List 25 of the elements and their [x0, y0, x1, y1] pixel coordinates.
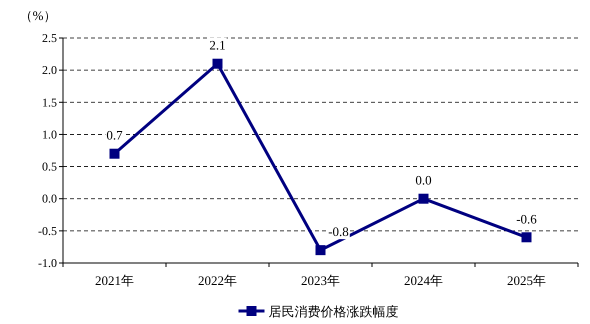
- point: [418, 194, 428, 204]
- point: [212, 58, 222, 69]
- x-tick-label: 2024年: [404, 273, 443, 288]
- y-tick-label: -1.0: [38, 256, 57, 270]
- y-tick-label: 1.5: [42, 95, 57, 110]
- point: [316, 245, 326, 256]
- data-label: -0.8: [328, 224, 349, 240]
- y-tick-label: 2.5: [42, 31, 57, 45]
- y-tick-label: 2.0: [42, 63, 57, 78]
- x-tick-label: 2025年: [507, 273, 546, 288]
- y-tick-label: 1.0: [42, 127, 57, 142]
- legend-label: 居民消费价格涨跌幅度: [268, 304, 398, 319]
- x-tick-label: 2021年: [95, 273, 134, 288]
- y-tick-label: -0.5: [38, 224, 57, 238]
- data-label: -0.6: [516, 211, 538, 226]
- data-label: 2.1: [209, 38, 226, 53]
- data-label: 0.7: [106, 128, 124, 143]
- x-tick-label: 2023年: [301, 273, 340, 288]
- data-label: 0.0: [415, 172, 432, 188]
- point: [110, 148, 120, 159]
- point: [522, 232, 532, 242]
- y-tick-label: 0.5: [42, 160, 57, 174]
- x-tick-label: 2022年: [198, 273, 237, 288]
- y-axis-title: （%）: [20, 8, 56, 23]
- y-tick-label: 0.0: [42, 192, 57, 206]
